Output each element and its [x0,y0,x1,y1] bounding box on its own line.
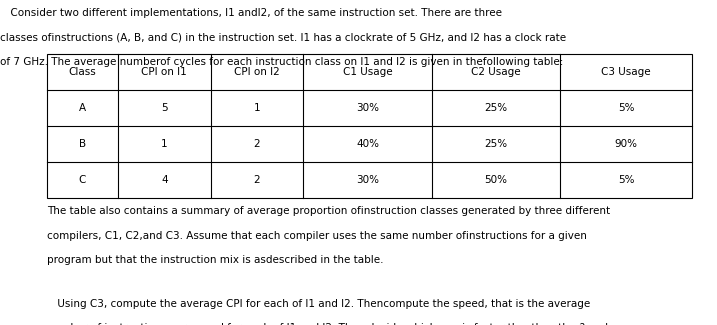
Text: 25%: 25% [484,103,508,113]
Text: 30%: 30% [356,103,379,113]
Text: 2: 2 [254,139,260,149]
Text: 50%: 50% [484,175,508,185]
Text: 40%: 40% [356,139,379,149]
Text: Class: Class [68,67,96,77]
Bar [47,54,692,198]
Text: program but that the instruction mix is asdescribed in the table.: program but that the instruction mix is … [47,255,383,265]
Text: number of instructions persecond for each of I1 and I2. Then decide which one is: number of instructions persecond for eac… [47,323,607,325]
Text: compilers, C1, C2,and C3. Assume that each compiler uses the same number ofinstr: compilers, C1, C2,and C3. Assume that ea… [47,231,587,241]
Text: 4: 4 [161,175,168,185]
Text: C: C [79,175,86,185]
Text: C2 Usage: C2 Usage [471,67,521,77]
Text: The table also contains a summary of average proportion ofinstruction classes ge: The table also contains a summary of ave… [47,206,609,216]
Text: 1: 1 [161,139,168,149]
Text: CPI on I2: CPI on I2 [234,67,280,77]
Text: Using C3, compute the average CPI for each of I1 and I2. Thencompute the speed, : Using C3, compute the average CPI for ea… [47,299,590,309]
Text: 1: 1 [254,103,260,113]
Text: 90%: 90% [614,139,637,149]
Text: B: B [79,139,86,149]
Text: 5%: 5% [618,103,635,113]
Text: classes ofinstructions (A, B, and C) in the instruction set. I1 has a clockrate : classes ofinstructions (A, B, and C) in … [0,32,566,43]
Text: 2: 2 [254,175,260,185]
Text: 5: 5 [161,103,168,113]
Text: of 7 GHz. The average numberof cycles for each instruction class on I1 and I2 is: of 7 GHz. The average numberof cycles fo… [0,57,564,67]
Text: Consider two different implementations, I1 andI2, of the same instruction set. T: Consider two different implementations, … [0,8,502,18]
Text: C1 Usage: C1 Usage [343,67,392,77]
Text: 25%: 25% [484,139,508,149]
Text: 5%: 5% [618,175,635,185]
Text: A: A [79,103,86,113]
Text: 30%: 30% [356,175,379,185]
Text: C3 Usage: C3 Usage [601,67,651,77]
Text: CPI on I1: CPI on I1 [141,67,187,77]
